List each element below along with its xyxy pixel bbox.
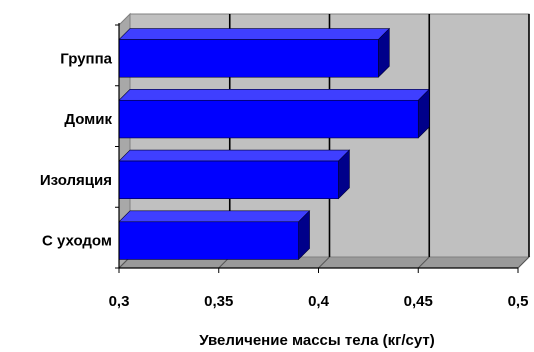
bar-front-face [118, 39, 379, 78]
floor-gridline [517, 256, 530, 269]
bar-top-face [118, 210, 311, 223]
bar [118, 210, 311, 261]
category-label: С уходом [42, 233, 112, 250]
x-tick-label: 0,3 [109, 293, 130, 310]
x-axis-label: Увеличение массы тела (кг/сут) [199, 332, 434, 349]
bars [118, 27, 430, 261]
x-tick-label: 0,4 [308, 293, 330, 310]
category-label: Изоляция [40, 172, 112, 189]
category-label: Домик [64, 111, 112, 128]
bar-front-face [118, 221, 299, 260]
axes [115, 23, 519, 273]
x-tick-label: 0,5 [508, 293, 529, 310]
bar-top-face [118, 149, 351, 162]
bar-front-face [118, 160, 339, 200]
bar [118, 27, 391, 78]
bar-top-face [118, 88, 430, 101]
x-tick-label: 0,35 [204, 293, 233, 310]
floor-gridline [417, 256, 430, 269]
bar-top-face [118, 28, 391, 40]
bar [118, 88, 430, 139]
bar [118, 149, 351, 200]
floor-gridline [318, 256, 330, 269]
x-tick-label: 0,45 [404, 293, 433, 310]
bar-front-face [118, 99, 419, 139]
category-label: Группа [60, 50, 112, 67]
x-tick-labels: 0,3 0,35 0,4 0,45 0,5 [109, 293, 529, 310]
category-labels: Группа Домик Изоляция С уходом [40, 50, 113, 249]
